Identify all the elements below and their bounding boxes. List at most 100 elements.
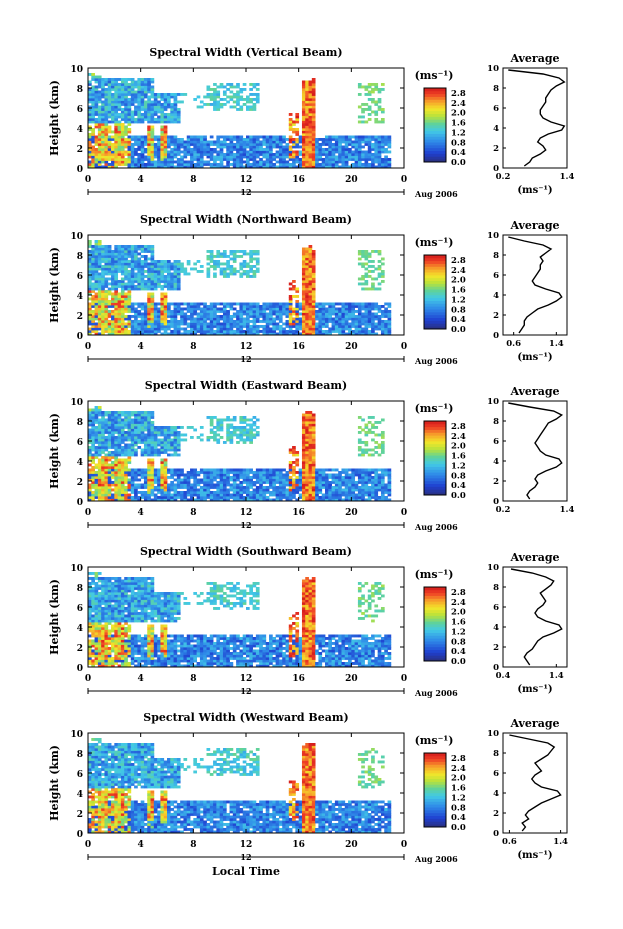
heatmap-cell <box>318 143 323 146</box>
heatmap-cell <box>127 275 132 278</box>
heatmap-cell <box>153 305 158 308</box>
heatmap-cell <box>114 416 119 419</box>
heatmap-cell <box>114 118 119 121</box>
heatmap-cell <box>338 310 342 313</box>
heatmap-cell <box>120 133 125 136</box>
heatmap-cell <box>232 325 237 328</box>
heatmap-cell <box>387 160 392 164</box>
heatmap-cell <box>97 471 102 474</box>
heatmap-cell <box>301 277 306 281</box>
heatmap-cell <box>153 275 158 278</box>
heatmap-cell <box>91 93 95 96</box>
heatmap-cell <box>101 133 105 136</box>
heatmap-cell <box>127 322 132 326</box>
heatmap-cell <box>292 312 296 316</box>
heatmap-cell <box>124 115 128 119</box>
heatmap-cell <box>170 453 174 457</box>
heatmap-cell <box>137 160 142 164</box>
heatmap-cell <box>236 90 240 94</box>
heatmap-cell <box>107 85 112 89</box>
heatmap-cell <box>357 105 362 109</box>
heatmap-cell <box>173 322 178 326</box>
heatmap-cell <box>88 90 92 94</box>
heatmap-cell <box>117 463 122 467</box>
heatmap-cell <box>236 468 240 472</box>
heatmap-cell <box>295 287 300 291</box>
heatmap-cell <box>111 317 115 321</box>
heatmap-cell <box>134 468 138 472</box>
heatmap-cell <box>239 275 244 278</box>
heatmap-cell <box>180 473 184 477</box>
heatmap-cell <box>331 310 336 313</box>
heatmap-cell <box>209 98 214 101</box>
colorbar-label: (ms⁻¹) <box>415 69 454 82</box>
heatmap-cell <box>170 143 174 146</box>
heatmap-cell <box>265 143 270 146</box>
heatmap-cell <box>107 325 112 328</box>
heatmap-cell <box>94 292 99 296</box>
heatmap-cell <box>153 163 158 166</box>
heatmap-cell <box>236 488 240 492</box>
heatmap-cell <box>377 305 382 308</box>
heatmap-cell <box>380 330 385 333</box>
heatmap-cell <box>354 145 359 149</box>
heatmap-cell <box>94 78 99 81</box>
heatmap-cell <box>377 282 382 286</box>
heatmap-cell <box>232 426 237 429</box>
heatmap-cell <box>137 305 142 308</box>
heatmap-cell <box>101 285 105 288</box>
heatmap-cell <box>209 148 214 151</box>
heatmap-cell <box>203 478 207 482</box>
heatmap-cell <box>222 317 227 321</box>
heatmap-cell <box>163 262 168 266</box>
heatmap-cell <box>351 140 356 144</box>
heatmap-cell <box>367 255 372 258</box>
heatmap-cell <box>298 150 303 154</box>
heatmap-cell <box>101 93 105 96</box>
heatmap-cell <box>246 160 250 164</box>
heatmap-cell <box>374 143 379 146</box>
heatmap-cell <box>137 330 142 333</box>
heatmap-cell <box>163 145 168 149</box>
heatmap-cell <box>377 260 382 263</box>
heatmap-cell <box>275 153 280 156</box>
heatmap-cell <box>170 150 174 154</box>
heatmap-cell <box>176 330 181 333</box>
heatmap-cell <box>334 150 339 154</box>
heatmap-cell <box>114 325 119 328</box>
heatmap-cell <box>246 138 250 141</box>
heatmap-cell <box>252 332 257 336</box>
heatmap-cell <box>101 280 105 283</box>
heatmap-cell <box>88 120 92 124</box>
heatmap-cell <box>157 451 161 454</box>
heatmap-cell <box>377 307 382 311</box>
heatmap-cell <box>91 145 95 149</box>
heatmap-cell <box>308 282 313 286</box>
heatmap-cell <box>143 481 148 484</box>
heatmap-cell <box>117 247 122 251</box>
heatmap-cell <box>104 165 109 169</box>
heatmap-cell <box>183 312 188 316</box>
panel-3: Spectral Width (Eastward Beam)0246810Hei… <box>48 379 574 532</box>
heatmap-cell <box>94 153 99 156</box>
heatmap-cell <box>203 488 207 492</box>
heatmap-cell <box>232 272 237 276</box>
heatmap-cell <box>364 275 369 278</box>
heatmap-cell <box>209 491 214 494</box>
heatmap-cell <box>295 113 300 116</box>
heatmap-cell <box>94 488 99 492</box>
heatmap-cell <box>173 496 178 499</box>
heatmap-cell <box>130 78 135 81</box>
heatmap-cell <box>130 491 135 494</box>
heatmap-cell <box>114 451 119 454</box>
heatmap-cell <box>311 310 316 313</box>
heatmap-cell <box>361 262 365 266</box>
heatmap-cell <box>130 468 135 472</box>
heatmap-cell <box>371 287 375 291</box>
heatmap-cell <box>97 468 102 472</box>
heatmap-cell <box>160 312 165 316</box>
heatmap-cell <box>160 466 165 469</box>
heatmap-cell <box>167 438 171 442</box>
heatmap-cell <box>163 471 168 474</box>
heatmap-cell <box>94 456 99 459</box>
